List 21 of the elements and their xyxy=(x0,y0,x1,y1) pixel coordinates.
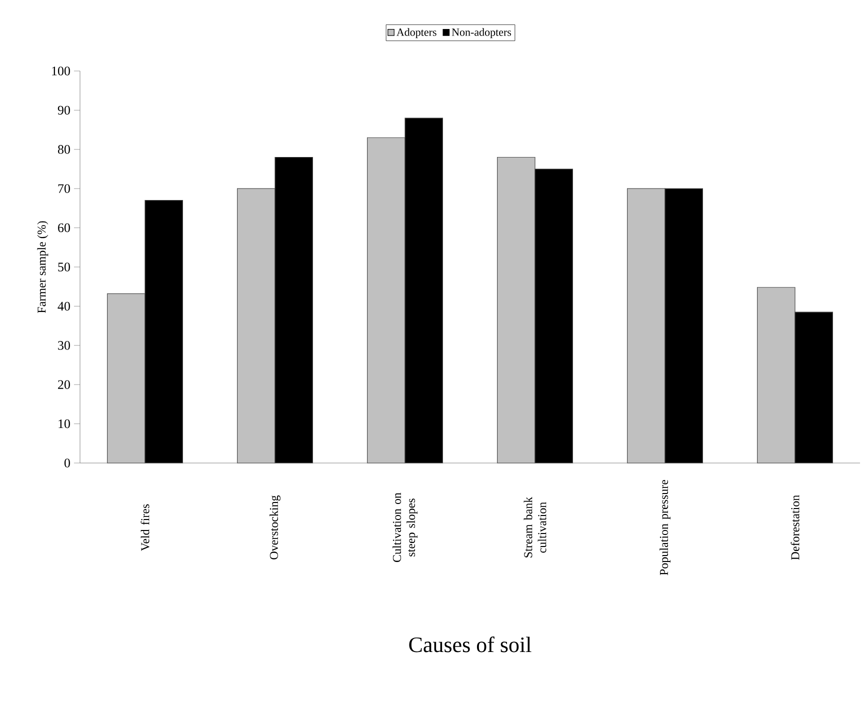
y-tick-label: 0 xyxy=(64,458,70,468)
x-tick-label: Stream bank cultivation xyxy=(524,496,546,558)
y-tick-label: 80 xyxy=(58,145,70,154)
y-tick-label: 40 xyxy=(58,302,70,311)
x-tick-label: Population pressure xyxy=(660,480,670,576)
y-tick-label: 20 xyxy=(58,380,70,389)
x-tick-label: Overstocking xyxy=(270,495,280,560)
y-tick-label: 70 xyxy=(58,184,70,193)
x-tick-label: Deforestation xyxy=(790,495,800,560)
y-tick-label: 90 xyxy=(58,106,70,115)
legend-label: Non-adopters xyxy=(452,28,512,38)
y-axis-title: Farmer sample (%) xyxy=(37,221,48,313)
y-tick-label: 10 xyxy=(58,419,70,428)
x-axis-title: Causes of soil xyxy=(409,636,532,652)
y-tick-label: 100 xyxy=(52,66,70,76)
y-tick-label: 60 xyxy=(58,223,70,232)
x-tick-label: Veld fires xyxy=(140,504,150,552)
y-tick-label: 30 xyxy=(58,341,70,350)
legend-label: Adopters xyxy=(396,28,436,38)
y-tick-label: 50 xyxy=(58,262,70,272)
x-tick-label: Cultivation on steep slopes xyxy=(392,492,418,562)
